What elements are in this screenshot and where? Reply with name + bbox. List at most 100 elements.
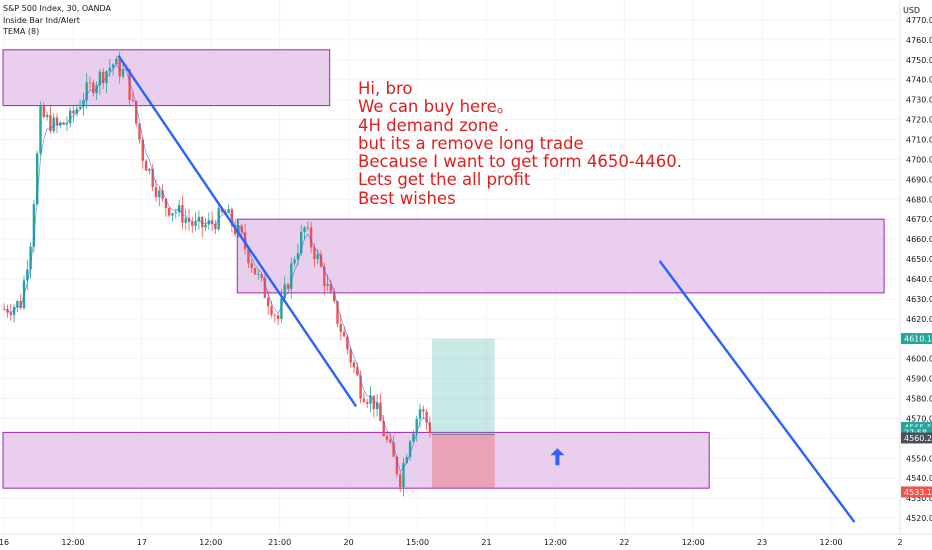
price-tick-label: 4570.0: [906, 414, 932, 423]
price-badge-text: 4610.1: [904, 335, 932, 344]
currency-label[interactable]: USD: [903, 6, 921, 15]
candle: [415, 418, 418, 434]
tema-line: [4, 63, 431, 472]
candle: [369, 395, 372, 404]
price-badge-text: 4533.1: [904, 488, 932, 497]
candle: [303, 227, 306, 232]
candle: [128, 69, 131, 100]
candle: [197, 216, 201, 222]
candle: [151, 168, 154, 188]
time-tick-label: 20: [344, 538, 354, 547]
candle: [204, 224, 207, 228]
price-tick-label: 4520.0: [906, 514, 932, 523]
candle: [276, 315, 280, 319]
candle: [346, 336, 349, 350]
candle: [319, 254, 323, 267]
candle: [293, 259, 296, 264]
trend-line: [117, 55, 358, 408]
candle: [375, 402, 379, 410]
candle: [408, 441, 412, 458]
price-axis: 4520.04530.04540.04550.04560.04570.04580…: [906, 16, 932, 523]
price-badge: [901, 333, 932, 345]
time-tick-label: 12:00: [199, 538, 222, 547]
time-tick-label: 17: [137, 538, 147, 547]
candle: [385, 436, 389, 440]
candle: [356, 367, 359, 376]
candle: [32, 204, 36, 247]
candle: [250, 263, 253, 268]
candle: [72, 110, 75, 114]
candle: [316, 254, 319, 260]
candle: [402, 462, 405, 488]
candle: [253, 267, 257, 275]
candle: [422, 409, 425, 412]
note-line: We can buy here。: [358, 97, 514, 117]
candle: [144, 160, 148, 171]
candle: [273, 314, 276, 316]
time-tick-label: 21:00: [268, 538, 291, 547]
candle: [280, 298, 283, 319]
candle: [62, 122, 65, 125]
candle: [210, 220, 214, 224]
time-tick-label: 22: [619, 538, 629, 547]
candle: [309, 227, 313, 248]
candle: [12, 307, 16, 315]
price-tick-label: 4760.0: [906, 36, 932, 45]
candle: [26, 269, 29, 281]
candle: [108, 67, 111, 72]
candle: [98, 71, 102, 86]
candle: [141, 139, 144, 161]
candle: [187, 218, 191, 223]
price-tick-label: 4600.0: [906, 355, 932, 364]
price-badge-text: 4560.2: [904, 434, 932, 443]
candle: [339, 323, 342, 332]
candle: [372, 395, 375, 410]
candle: [29, 246, 32, 270]
indicator-tema[interactable]: TEMA (8): [3, 27, 40, 36]
candle: [148, 168, 151, 171]
symbol-title[interactable]: S&P 500 Index, 30, OANDA: [3, 4, 111, 13]
note-line: Lets get the all profit: [358, 170, 531, 190]
candle: [184, 218, 187, 223]
price-tick-label: 4750.0: [906, 56, 932, 65]
candle: [227, 209, 230, 213]
demand-zone: [2, 431, 710, 489]
candle: [138, 123, 141, 140]
trend-line: [658, 260, 856, 523]
candle: [111, 64, 115, 68]
candle: [313, 247, 316, 260]
candle: [306, 227, 309, 229]
candle: [395, 456, 399, 475]
candle: [389, 439, 392, 443]
candle: [352, 362, 356, 368]
candle: [154, 187, 158, 198]
candle: [270, 306, 273, 315]
candle: [168, 208, 171, 216]
price-tick-label: 4690.0: [906, 175, 932, 184]
price-tick-label: 4550.0: [906, 454, 932, 463]
candle: [214, 223, 217, 230]
candle: [42, 105, 45, 118]
note-line: Because I want to get form 4650-4460.: [358, 152, 683, 172]
candle: [191, 222, 194, 226]
candle: [161, 190, 164, 199]
note-line: Best wishes: [358, 188, 456, 208]
candle: [399, 474, 402, 488]
candle: [88, 82, 92, 84]
price-tick-label: 4580.0: [906, 395, 932, 404]
tema-path: [4, 63, 431, 472]
candle: [85, 82, 88, 101]
candle: [45, 114, 49, 118]
arrow-shape: [550, 448, 565, 466]
candle: [237, 225, 240, 235]
candle: [428, 422, 432, 434]
candle: [267, 297, 270, 307]
time-tick-label: 12:00: [682, 538, 705, 547]
candle: [135, 101, 138, 124]
indicator-inside-bar[interactable]: Inside Bar Ind/Alert: [3, 16, 80, 25]
candle: [39, 105, 42, 154]
supply-zone-mid: [236, 218, 885, 294]
candle: [263, 277, 267, 298]
buy-arrow-icon: [550, 448, 565, 466]
